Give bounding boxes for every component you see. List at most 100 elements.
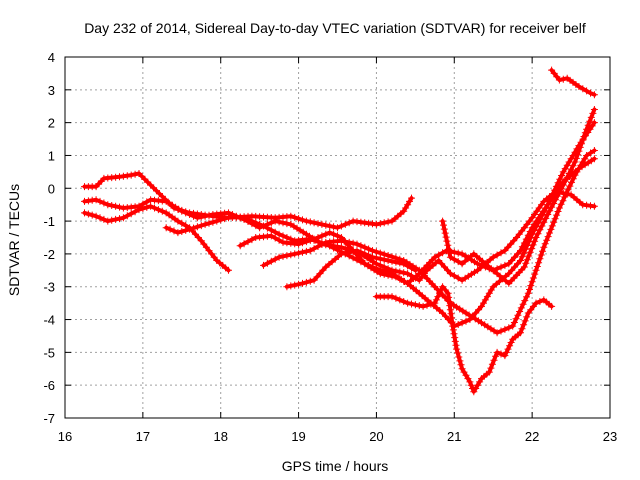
data-point [526,248,534,256]
data-point [505,270,513,278]
data-point [534,230,542,238]
plot-frame [64,56,611,419]
data-point [306,277,314,285]
data-point [565,170,573,177]
data-point [334,246,341,254]
data-point [475,306,483,314]
data-point [444,241,452,249]
data-point [504,243,512,251]
y-tick-label: -1 [43,214,55,229]
data-point [248,217,256,225]
data-point [178,219,186,227]
data-point [559,197,567,205]
data-point [528,245,536,253]
x-tick-label: 17 [136,429,150,444]
data-point [450,272,458,280]
data-point [535,259,543,267]
data-point [523,242,531,249]
data-point [240,215,248,223]
data-point [127,210,135,218]
data-point [508,266,516,274]
y-axis-label: SDTVAR / TECUs [6,184,22,296]
data-point [326,229,334,237]
data-point [548,302,556,310]
data-point [514,250,521,258]
data-point [587,113,595,121]
data-point [221,215,229,223]
data-point [310,276,318,284]
data-point [568,178,575,186]
data-point [369,263,376,271]
data-point [466,378,474,386]
data-point [497,350,505,358]
data-point [522,259,530,267]
data-point [555,76,563,84]
data-point [531,270,539,278]
data-point [369,247,376,255]
data-point [147,181,155,189]
data-point [349,247,357,255]
data-point [467,381,475,389]
data-point [256,220,264,228]
data-point [295,240,303,248]
data-point [487,364,495,372]
data-point [154,206,162,214]
data-point [162,224,170,232]
data-point [400,298,408,305]
data-point [384,218,392,226]
data-point [376,266,384,274]
data-point [449,322,457,330]
data-point [310,219,318,227]
data-point [131,170,139,178]
data-point [313,273,321,281]
data-point [454,249,462,257]
y-tick-label: 4 [48,50,55,65]
data-point [275,236,283,244]
data-point [423,301,431,309]
data-point [452,341,460,349]
data-point [349,254,357,262]
data-point [523,256,531,264]
data-point [353,247,361,255]
data-point [341,220,349,228]
data-point [372,254,380,262]
data-point [380,256,388,264]
data-point [571,158,579,166]
data-point [388,257,396,265]
data-point [155,190,163,198]
data-point [524,289,532,297]
data-point [182,209,190,217]
data-point [508,257,516,264]
data-point [151,204,158,212]
data-point [186,225,194,233]
data-point [279,252,287,260]
data-point [318,241,326,248]
data-point [92,212,100,220]
data-point [583,152,591,159]
data-point [579,136,587,144]
data-point [525,252,533,260]
data-point [392,294,400,302]
data-point [396,268,404,276]
data-point [584,121,592,129]
y-tick-label: -6 [43,378,55,393]
data-point [174,217,182,225]
data-point [501,261,509,269]
data-point [376,255,384,263]
data-point [536,215,544,223]
data-point [533,263,541,270]
data-point [337,237,345,245]
data-point [88,211,96,219]
data-point [446,249,453,257]
data-point [225,266,232,274]
data-point [263,224,271,232]
y-tick-label: -7 [43,411,55,426]
data-point [539,247,546,255]
data-point [408,300,415,308]
data-point [119,214,127,222]
data-point [365,261,373,269]
x-axis: 16 17 18 19 20 21 22 23 [58,57,617,444]
data-point [427,300,435,308]
data-point [455,353,463,361]
